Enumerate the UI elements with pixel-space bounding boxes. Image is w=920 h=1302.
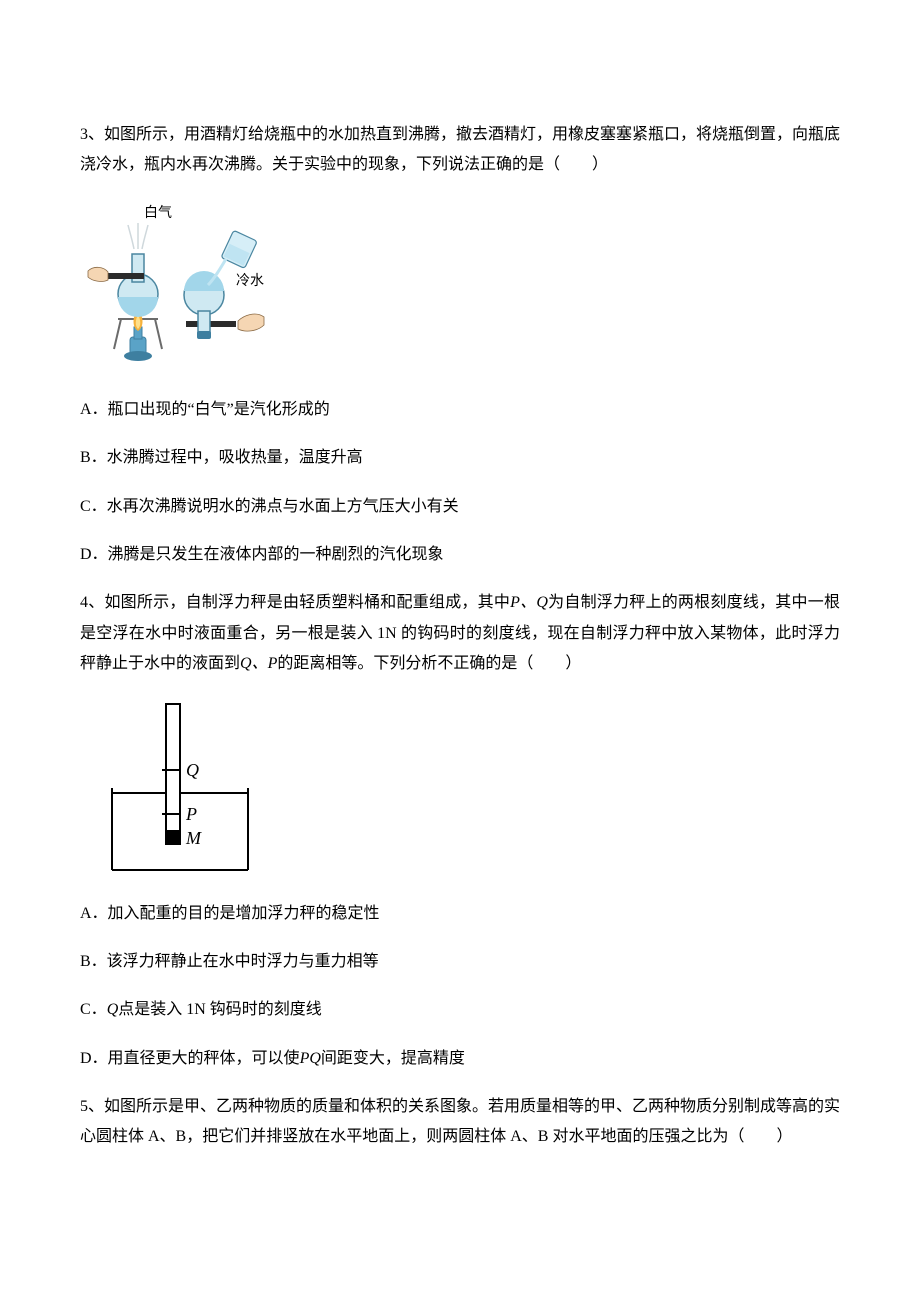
q4-figure: Q P M [110,698,840,881]
q4-option-C-prefix: C． [80,1001,107,1018]
q4-stem: 4、如图所示，自制浮力秤是由轻质塑料桶和配重组成，其中P、Q为自制浮力秤上的两根… [80,588,840,679]
q3-stem: 3、如图所示，用酒精灯给烧瓶中的水加热直到沸腾，撤去酒精灯，用橡皮塞塞紧瓶口，将… [80,120,840,181]
q4-svg: Q P M [110,698,250,873]
q4-label-P: P [185,804,197,824]
q4-option-D-italic: PQ [300,1050,321,1067]
q4-option-D: D．用直径更大的秤体，可以使PQ间距变大，提高精度 [80,1044,840,1074]
q5-stem: 5、如图所示是甲、乙两种物质的质量和体积的关系图象。若用质量相等的甲、乙两种物质… [80,1092,840,1153]
q4-stem-QP: Q、P [240,655,277,672]
q4-option-D-prefix: D．用直径更大的秤体，可以使 [80,1050,300,1067]
q4-stem-part3: 的距离相等。下列分析不正确的是（ ） [277,655,581,672]
q4-option-D-rest: 间距变大，提高精度 [321,1050,465,1067]
q4-label-Q: Q [186,760,199,780]
q3-option-A: A．瓶口出现的“白气”是汽化形成的 [80,395,840,425]
q3-option-B: B．水沸腾过程中，吸收热量，温度升高 [80,443,840,473]
page: 3、如图所示，用酒精灯给烧瓶中的水加热直到沸腾，撤去酒精灯，用橡皮塞塞紧瓶口，将… [0,0,920,1302]
q3-svg: 白气 冷水 [86,199,286,369]
q4-label-M: M [185,828,202,848]
q3-option-D: D．沸腾是只发生在液体内部的一种剧烈的汽化现象 [80,540,840,570]
q4-option-C-italic: Q [107,1001,119,1018]
q3-label-cold: 冷水 [236,273,264,289]
q4-option-C-rest: 点是装入 1N 钩码时的刻度线 [118,1001,322,1018]
q4-stem-part1: 4、如图所示，自制浮力秤是由轻质塑料桶和配重组成，其中 [80,594,510,611]
q3-option-C: C．水再次沸腾说明水的沸点与水面上方气压大小有关 [80,492,840,522]
q4-option-A: A．加入配重的目的是增加浮力秤的稳定性 [80,899,840,929]
q3-label-steam: 白气 [144,205,172,221]
q4-option-B: B．该浮力秤静止在水中时浮力与重力相等 [80,947,840,977]
q3-figure: 白气 冷水 [86,199,840,377]
q4-option-C: C．Q点是装入 1N 钩码时的刻度线 [80,995,840,1025]
q4-stem-PQ: P、Q [510,594,548,611]
